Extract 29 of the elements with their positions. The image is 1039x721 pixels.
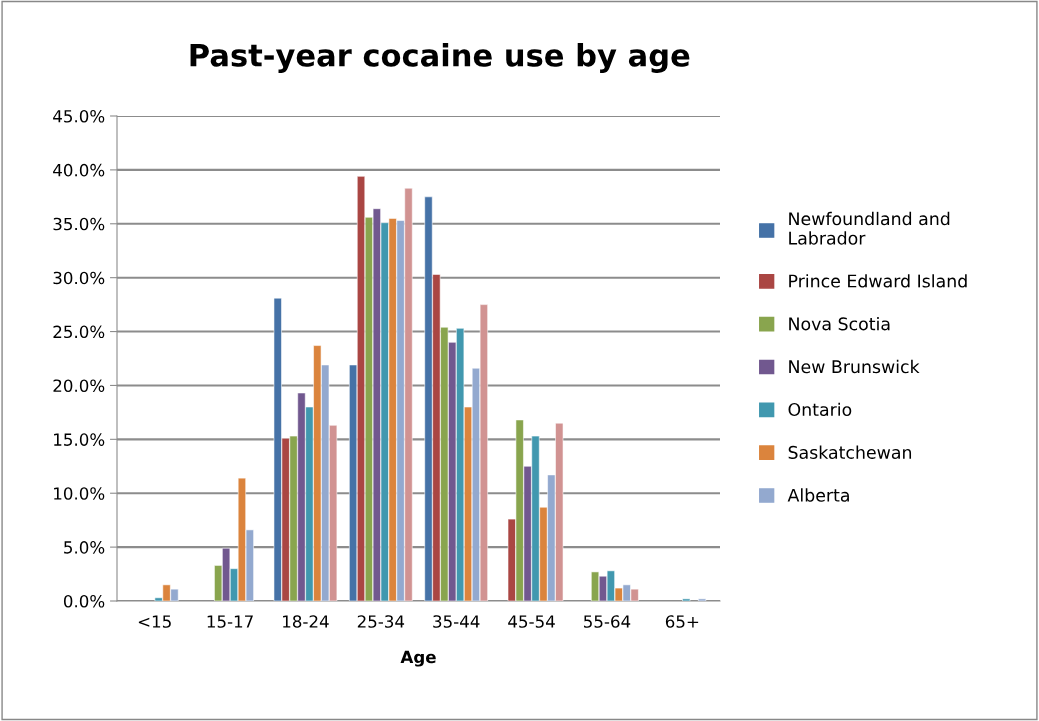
x-tick-label: 25-34 (357, 615, 405, 628)
chart-title: Past-year cocaine use by age (190, 43, 690, 73)
legend-label: Saskatchewan (788, 445, 912, 459)
y-tick-label: 35.0% (53, 217, 105, 231)
y-tick-label: 5.0% (64, 541, 105, 554)
x-axis-title: Age (400, 650, 436, 667)
x-tick-label: 35-44 (433, 615, 480, 628)
y-tick-label: 30.0% (53, 271, 105, 285)
bar (682, 598, 691, 601)
y-tick-label: 25.0% (53, 325, 105, 339)
y-tick-label: 45.0% (53, 109, 105, 123)
bar (698, 598, 707, 601)
legend-label: New Brunswick (789, 359, 920, 374)
x-tick-label: 65+ (665, 615, 699, 628)
y-tick-label: 10.0% (54, 487, 105, 500)
legend-label: Nova Scotia (789, 316, 890, 331)
x-tick-label: 18-24 (283, 615, 329, 628)
x-tick-label: 15-17 (207, 615, 253, 628)
x-tick-label: <15 (138, 615, 171, 628)
legend-label: Ontario (788, 402, 852, 417)
legend-label: Prince Edward Island (789, 274, 967, 288)
y-tick-label: 20.0% (53, 379, 105, 393)
y-tick-label: 15.0% (54, 433, 105, 446)
y-tick-label: 0.0% (63, 594, 105, 608)
y-tick-label: 40.0% (53, 163, 105, 177)
x-tick-label: 45-54 (508, 615, 555, 628)
legend-label: Newfoundland and Labrador (789, 211, 950, 245)
legend-label: Alberta (787, 488, 849, 502)
x-tick-label: 55-64 (584, 615, 631, 628)
